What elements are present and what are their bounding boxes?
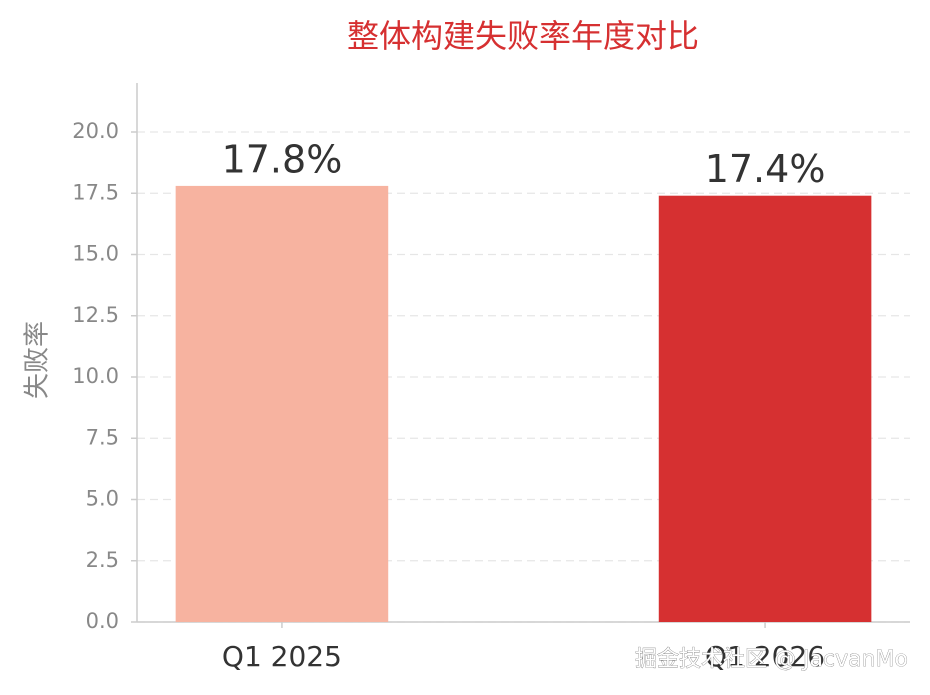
y-tick-label: 20.0 — [72, 119, 119, 143]
value-label: 17.4% — [705, 147, 826, 191]
value-label: 17.8% — [222, 137, 343, 181]
x-tick-label: Q1 2026 — [705, 640, 825, 673]
y-tick-label: 10.0 — [72, 364, 119, 388]
watermark: 掘金技术社区 @ JacvanMo — [635, 647, 908, 672]
y-tick-label: 0.0 — [86, 609, 119, 633]
y-tick-label: 2.5 — [86, 548, 119, 572]
y-tick-label: 17.5 — [72, 180, 119, 204]
y-tick-label: 15.0 — [72, 242, 119, 266]
bar — [658, 195, 872, 622]
y-tick-label: 5.0 — [86, 487, 119, 511]
bar — [175, 185, 389, 622]
y-tick-label: 7.5 — [86, 425, 119, 449]
y-axis-label: 失败率 — [23, 321, 53, 399]
chart-title: 整体构建失败率年度对比 — [347, 17, 699, 55]
x-tick-label: Q1 2025 — [222, 640, 342, 673]
y-tick-label: 12.5 — [72, 303, 119, 327]
